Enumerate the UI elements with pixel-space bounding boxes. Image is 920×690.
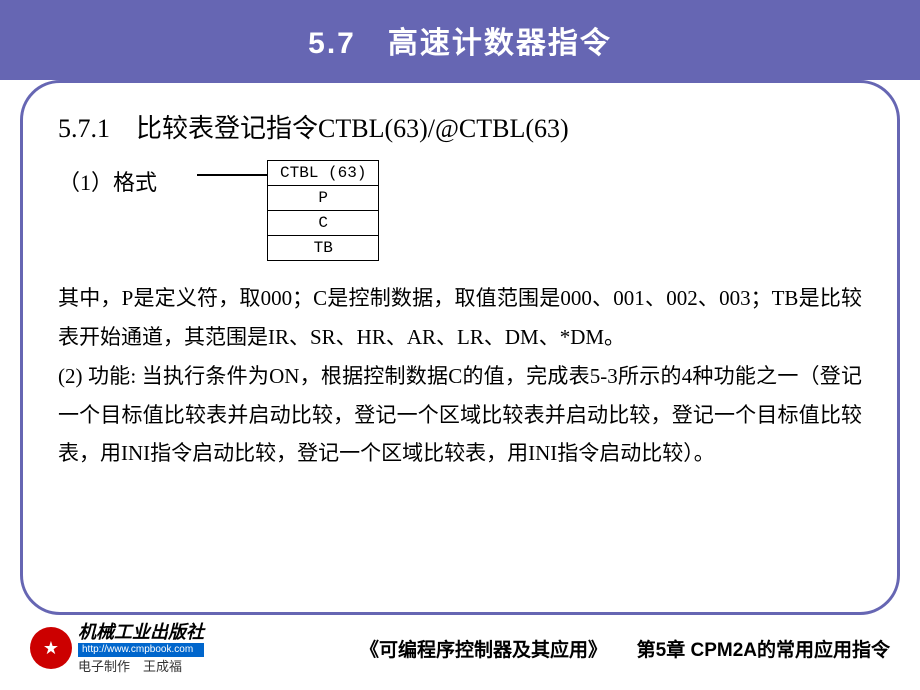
diagram-box: C xyxy=(268,211,378,236)
book-title: 《可编程序控制器及其应用》 xyxy=(360,640,607,661)
publisher-url: http://www.cmpbook.com xyxy=(78,643,204,657)
credit-text: 电子制作 王成福 xyxy=(78,659,204,675)
diagram-box: P xyxy=(268,186,378,211)
footer-book-info: 《可编程序控制器及其应用》 第5章 CPM2A的常用应用指令 xyxy=(360,635,890,662)
diagram-connector-line xyxy=(197,174,267,176)
slide-title: 5.7 高速计数器指令 xyxy=(0,0,920,80)
gear-star-icon xyxy=(30,627,72,669)
diagram-box: CTBL (63) xyxy=(268,161,378,186)
chapter-label: 第5章 CPM2A的常用应用指令 xyxy=(637,640,890,661)
content-frame: 5.7.1 比较表登记指令CTBL(63)/@CTBL(63) （1）格式 CT… xyxy=(20,80,900,615)
footer: 机械工业出版社 http://www.cmpbook.com 电子制作 王成福 … xyxy=(30,622,890,675)
logo-text-block: 机械工业出版社 http://www.cmpbook.com 电子制作 王成福 xyxy=(78,622,204,675)
format-row: （1）格式 CTBL (63) P C TB xyxy=(58,160,862,261)
paragraph-1: 其中，P是定义符，取000；C是控制数据，取值范围是000、001、002、00… xyxy=(58,279,862,357)
paragraph-2: (2) 功能: 当执行条件为ON，根据控制数据C的值，完成表5-3所示的4种功能… xyxy=(58,357,862,474)
instruction-diagram: CTBL (63) P C TB xyxy=(197,160,379,261)
format-label: （1）格式 xyxy=(58,160,157,197)
diagram-box: TB xyxy=(268,236,378,260)
publisher-logo-block: 机械工业出版社 http://www.cmpbook.com 电子制作 王成福 xyxy=(30,622,204,675)
section-subtitle: 5.7.1 比较表登记指令CTBL(63)/@CTBL(63) xyxy=(58,108,862,145)
publisher-name: 机械工业出版社 xyxy=(78,622,204,644)
diagram-box-stack: CTBL (63) P C TB xyxy=(267,160,379,261)
